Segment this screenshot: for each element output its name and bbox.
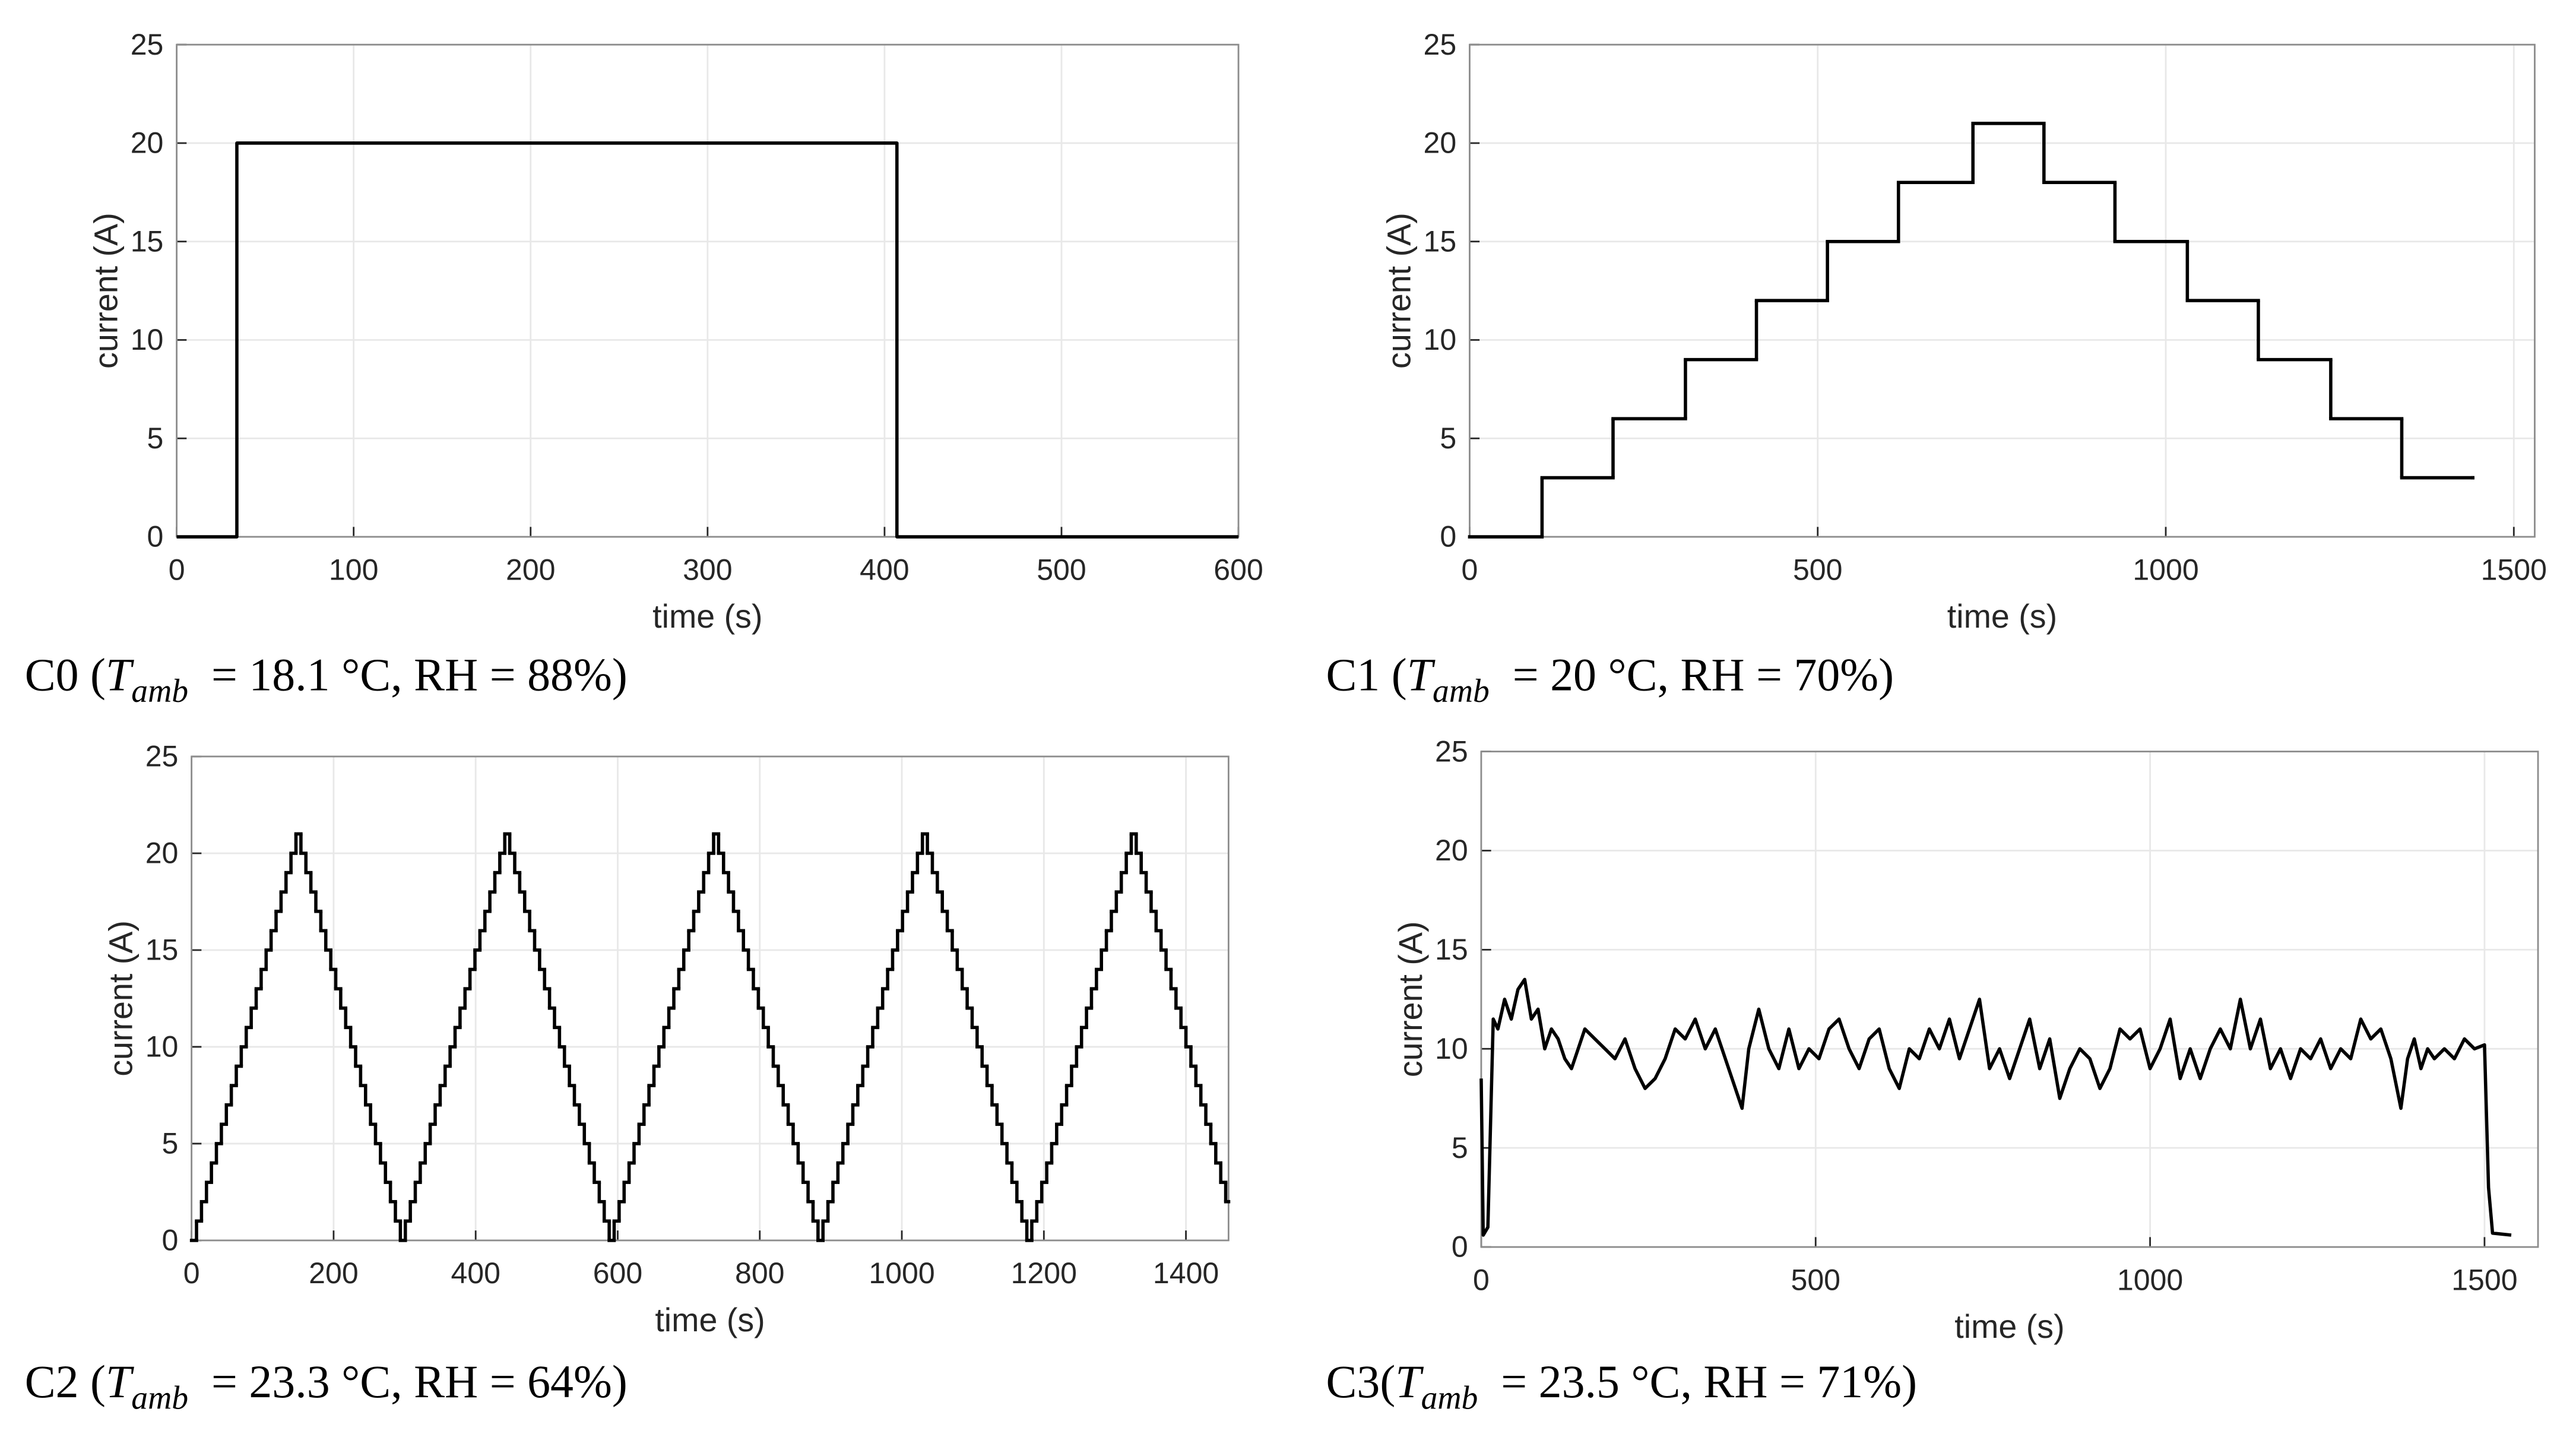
caption-text: = 20 °C, RH = 70%) <box>1490 650 1894 701</box>
y-tick-label: 0 <box>1440 520 1456 553</box>
x-tick-label: 500 <box>1793 553 1843 586</box>
plot-area <box>1481 751 2539 1248</box>
y-tick-label: 10 <box>145 1030 179 1063</box>
axes-box <box>176 43 1240 538</box>
x-tick-label: 1200 <box>1011 1256 1077 1290</box>
x-tick-label: 200 <box>506 553 556 586</box>
x-axis-label: time (s) <box>655 1302 765 1338</box>
axes-box <box>1469 43 2536 538</box>
caption-label: C2 ( <box>25 1356 106 1407</box>
caption: C1 (Tamb = 20 °C, RH = 70%) <box>1326 650 1894 710</box>
x-tick-label: 400 <box>860 553 910 586</box>
y-tick-label: 25 <box>145 740 179 773</box>
y-tick-label: 5 <box>1452 1131 1468 1164</box>
x-axis-label: time (s) <box>1947 598 2057 635</box>
x-tick-label: 1000 <box>2117 1263 2183 1296</box>
x-tick-label: 600 <box>593 1256 643 1290</box>
y-tick-label: 25 <box>1435 735 1468 768</box>
caption-variable: T <box>106 1356 134 1407</box>
y-tick-label: 5 <box>162 1127 179 1160</box>
y-tick-label: 15 <box>145 933 179 967</box>
y-tick-label: 5 <box>1440 422 1456 455</box>
x-tick-label: 0 <box>1462 553 1478 586</box>
x-tick-label: 1000 <box>2133 553 2198 586</box>
caption-subscript: amb <box>131 1380 188 1417</box>
caption-text: = 23.5 °C, RH = 71%) <box>1478 1356 1917 1407</box>
x-tick-label: 1400 <box>1153 1256 1219 1290</box>
caption: C3(Tamb = 23.5 °C, RH = 71%) <box>1326 1356 1917 1416</box>
y-tick-label: 0 <box>1452 1230 1468 1264</box>
caption-text: = 23.3 °C, RH = 64%) <box>188 1356 628 1407</box>
axes-box <box>191 755 1230 1242</box>
x-tick-label: 500 <box>1037 553 1086 586</box>
y-tick-label: 15 <box>1424 224 1457 258</box>
x-tick-label: 600 <box>1213 553 1263 586</box>
plot-area <box>191 756 1229 1240</box>
y-tick-label: 0 <box>147 520 164 553</box>
y-tick-label: 0 <box>162 1224 179 1257</box>
caption-label: C1 ( <box>1326 650 1406 701</box>
caption-subscript: amb <box>1433 673 1490 710</box>
y-tick-label: 20 <box>1435 834 1468 867</box>
y-tick-label: 15 <box>1435 933 1468 966</box>
x-tick-label: 200 <box>309 1256 359 1290</box>
y-tick-label: 10 <box>131 323 164 356</box>
y-axis-label: current (A) <box>103 920 140 1077</box>
y-tick-label: 15 <box>131 224 164 258</box>
y-tick-label: 25 <box>131 28 164 61</box>
x-tick-label: 100 <box>329 553 379 586</box>
caption: C2 (Tamb = 23.3 °C, RH = 64%) <box>25 1356 628 1416</box>
x-tick-label: 300 <box>683 553 733 586</box>
y-tick-label: 20 <box>1424 126 1457 160</box>
caption-variable: T <box>1407 650 1436 701</box>
y-tick-label: 5 <box>147 422 164 455</box>
x-tick-label: 0 <box>183 1256 200 1290</box>
y-tick-label: 10 <box>1424 323 1457 356</box>
x-tick-label: 1500 <box>2481 553 2547 586</box>
y-tick-label: 10 <box>1435 1032 1468 1065</box>
caption: C0 (Tamb = 18.1 °C, RH = 88%) <box>25 650 628 710</box>
caption-label: C0 ( <box>25 650 106 701</box>
caption-variable: T <box>1395 1356 1424 1407</box>
x-axis-label: time (s) <box>652 598 762 635</box>
y-axis-label: current (A) <box>1380 213 1417 369</box>
x-tick-label: 500 <box>1791 1263 1840 1296</box>
y-axis-label: current (A) <box>87 213 124 369</box>
x-tick-label: 1500 <box>2451 1263 2517 1296</box>
x-tick-label: 800 <box>735 1256 785 1290</box>
plot-area <box>1469 45 2535 537</box>
y-axis-label: current (A) <box>1392 922 1429 1078</box>
x-tick-label: 0 <box>169 553 185 586</box>
caption-text: = 18.1 °C, RH = 88%) <box>188 650 628 701</box>
data-line <box>1479 977 2512 1237</box>
x-tick-label: 1000 <box>869 1256 934 1290</box>
caption-subscript: amb <box>1421 1380 1478 1417</box>
y-tick-label: 25 <box>1424 28 1457 61</box>
caption-label: C3( <box>1326 1356 1395 1407</box>
x-axis-label: time (s) <box>1954 1308 2064 1345</box>
data-line <box>176 141 1239 539</box>
y-tick-label: 20 <box>131 126 164 160</box>
axes-box <box>1480 751 2539 1248</box>
x-tick-label: 400 <box>451 1256 500 1290</box>
x-tick-label: 0 <box>1473 1263 1490 1296</box>
caption-variable: T <box>106 650 134 701</box>
y-tick-label: 20 <box>145 837 179 870</box>
caption-subscript: amb <box>131 673 188 710</box>
